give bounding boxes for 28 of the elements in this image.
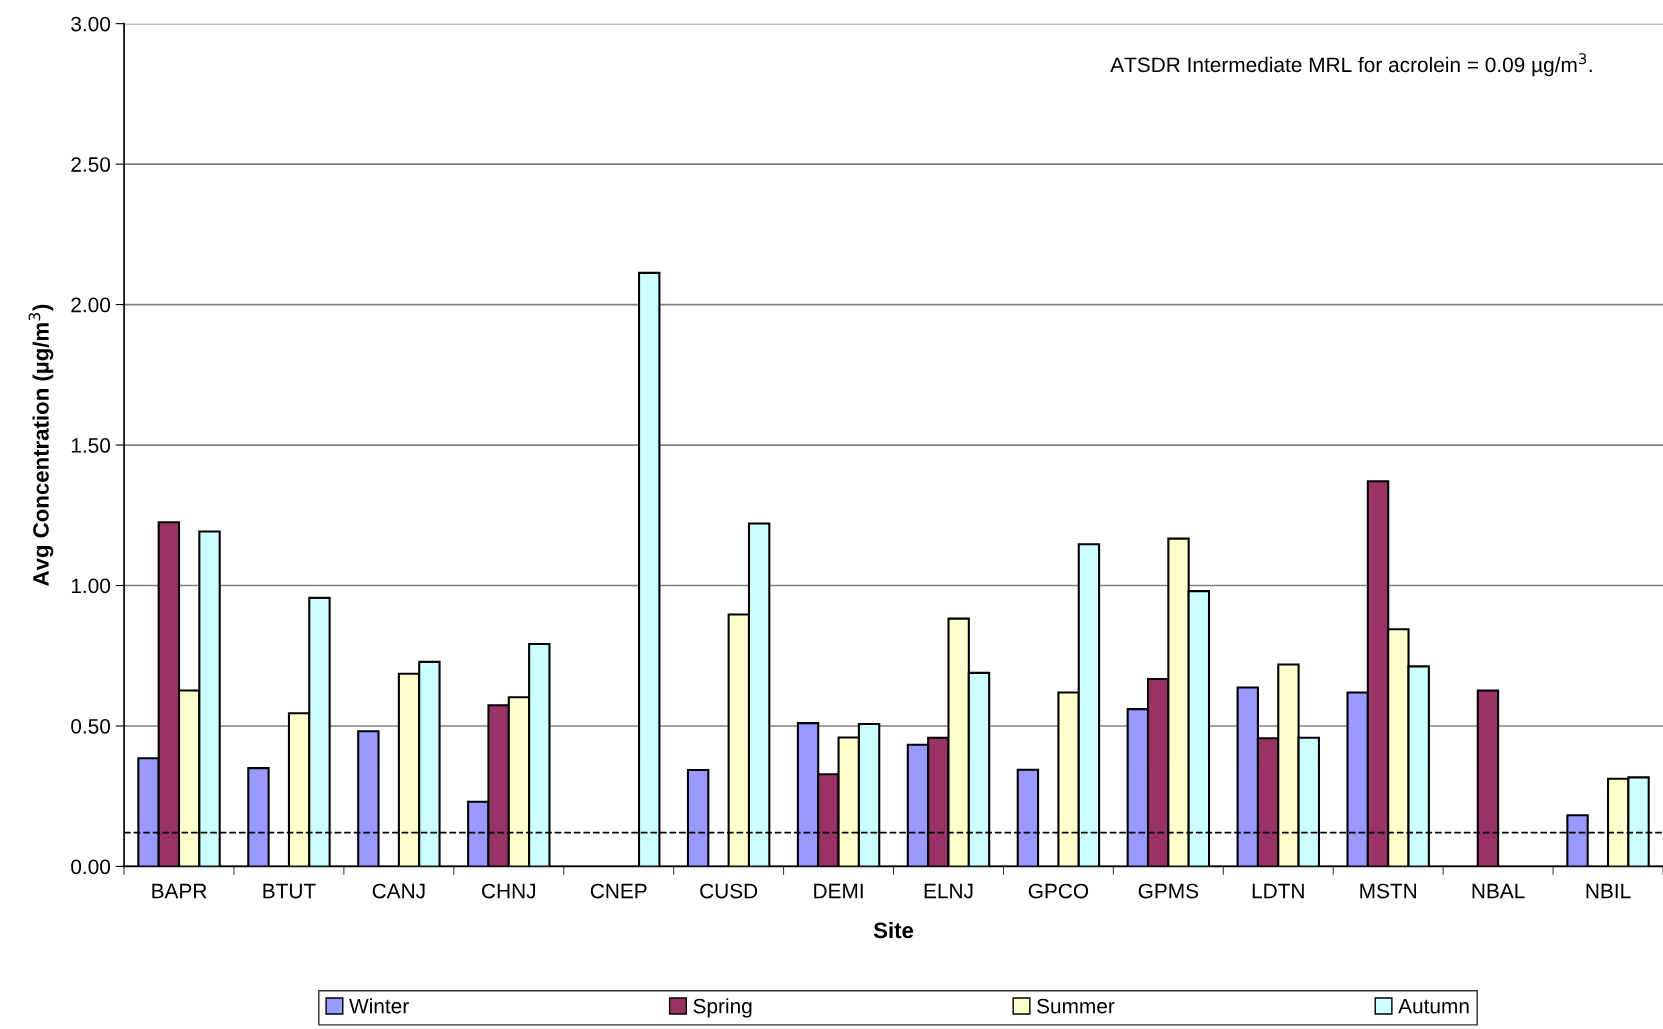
y-tick-label: 0.00 (71, 859, 111, 875)
y-tick-label: 3.00 (71, 16, 111, 32)
x-tick-label: LDTN (1252, 883, 1304, 899)
x-tick-label: DEMI (814, 883, 863, 899)
legend-label: Autumn (1398, 998, 1469, 1014)
x-tick-label: GPCO (1028, 883, 1089, 899)
x-tick-label: NBIL (1586, 883, 1631, 899)
x-tick-label: BAPR (152, 883, 207, 899)
legend-label: Spring (693, 998, 752, 1018)
x-tick-label: CNEP (590, 883, 647, 899)
x-tick-label: NBAL (1472, 883, 1525, 899)
y-tick-label: 1.50 (71, 438, 111, 453)
annotation: ATSDR Intermediate MRL for acrolein = 0.09 µg/m$^{3}$. (1110, 53, 1592, 77)
x-axis-title: Site (873, 921, 914, 939)
x-tick-label: ELNJ (924, 883, 973, 899)
y-tick-label: 0.50 (71, 718, 111, 734)
x-tick-label: GPMS (1138, 883, 1199, 899)
x-tick-label: CUSD (700, 883, 758, 899)
x-tick-label: BTUT (263, 883, 316, 899)
y-tick-label: 2.50 (71, 157, 111, 172)
x-tick-label: MSTN (1360, 883, 1416, 899)
legend-label: Summer (1037, 998, 1115, 1014)
y-tick-label: 2.00 (71, 297, 111, 313)
x-tick-label: CANJ (372, 883, 425, 899)
legend-label: Winter (349, 998, 409, 1014)
y-tick-label: 1.00 (71, 578, 111, 594)
y-axis-title: Avg Concentration (µg/m$^{3}$) (28, 304, 54, 586)
x-tick-label: CHNJ (482, 883, 536, 899)
